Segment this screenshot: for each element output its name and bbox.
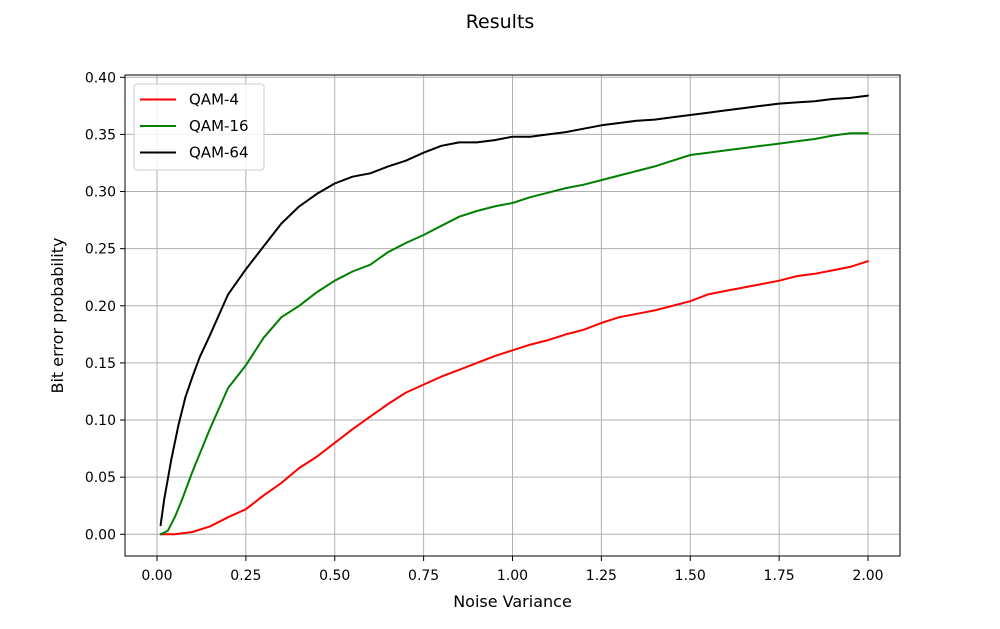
- y-tick-label: 0.20: [85, 299, 116, 315]
- chart-title: Results: [466, 11, 535, 33]
- x-axis-label: Noise Variance: [453, 592, 572, 611]
- y-tick-label: 0.00: [85, 527, 116, 543]
- series-line-qam-64: [159, 94, 869, 527]
- y-tick-label: 0.35: [85, 127, 116, 143]
- x-tick-label: 1.75: [764, 568, 795, 584]
- x-tick-label: 1.25: [586, 568, 617, 584]
- y-tick-label: 0.30: [85, 185, 116, 201]
- grid-lines: [125, 75, 900, 556]
- x-tick-label: 2.00: [852, 568, 883, 584]
- y-axis-label: Bit error probability: [48, 238, 67, 394]
- y-tick-label: 0.05: [85, 470, 116, 486]
- legend: QAM-4 QAM-16 QAM-64: [133, 83, 265, 171]
- x-tick-label: 0.75: [408, 568, 439, 584]
- x-tick-label: 0.50: [319, 568, 350, 584]
- legend-box: [133, 83, 265, 171]
- y-tick-label: 0.15: [85, 356, 116, 372]
- series-lines: [159, 94, 869, 536]
- legend-label-qam-4: QAM-4: [189, 91, 239, 109]
- x-tick-label: 0.25: [230, 568, 261, 584]
- x-tick-label: 0.00: [141, 568, 172, 584]
- y-tick-label: 0.25: [85, 242, 116, 258]
- y-tick-label: 0.10: [85, 413, 116, 429]
- legend-label-qam-16: QAM-16: [189, 117, 249, 135]
- y-tick-label: 0.40: [85, 70, 116, 86]
- series-line-qam-16: [159, 132, 869, 536]
- axis-ticks: 0.00 0.25 0.50 0.75 1.00 1.25 1.50 1.75 2.00 0.00…: [85, 70, 884, 584]
- series-line-qam-4: [159, 260, 869, 536]
- x-tick-label: 1.50: [675, 568, 706, 584]
- legend-label-qam-64: QAM-64: [189, 144, 249, 162]
- x-tick-label: 1.00: [497, 568, 528, 584]
- legend-items: QAM-4 QAM-16 QAM-64: [140, 91, 249, 162]
